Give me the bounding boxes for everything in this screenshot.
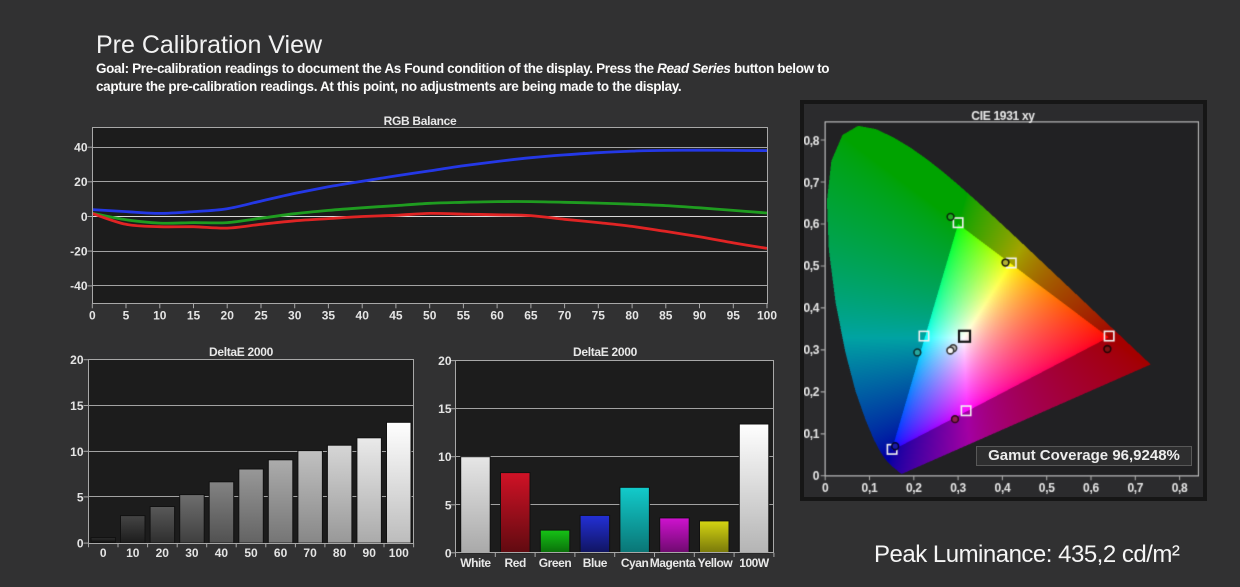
svg-text:50: 50	[423, 309, 437, 323]
svg-text:RGB Balance: RGB Balance	[384, 114, 457, 128]
svg-text:Red: Red	[505, 556, 526, 570]
svg-text:20: 20	[438, 354, 452, 368]
svg-text:30: 30	[288, 309, 302, 323]
svg-text:20: 20	[70, 353, 84, 367]
svg-text:Yellow: Yellow	[698, 556, 734, 570]
svg-text:-20: -20	[70, 244, 88, 258]
svg-text:35: 35	[322, 309, 336, 323]
svg-text:-40: -40	[70, 279, 88, 293]
svg-text:100: 100	[389, 546, 409, 560]
svg-text:20: 20	[74, 175, 88, 189]
svg-text:White: White	[460, 556, 491, 570]
svg-text:20: 20	[221, 309, 235, 323]
svg-text:0: 0	[77, 537, 84, 551]
svg-text:0: 0	[89, 309, 96, 323]
svg-text:75: 75	[592, 309, 606, 323]
svg-text:15: 15	[438, 402, 452, 416]
svg-text:85: 85	[659, 309, 673, 323]
svg-text:DeltaE 2000: DeltaE 2000	[573, 345, 638, 359]
svg-text:15: 15	[187, 309, 201, 323]
svg-text:40: 40	[215, 546, 229, 560]
svg-text:50: 50	[244, 546, 258, 560]
svg-text:Green: Green	[539, 556, 572, 570]
svg-text:40: 40	[356, 309, 370, 323]
svg-text:55: 55	[457, 309, 471, 323]
svg-text:Blue: Blue	[583, 556, 608, 570]
svg-text:30: 30	[185, 546, 199, 560]
svg-text:25: 25	[254, 309, 268, 323]
svg-text:5: 5	[445, 498, 452, 512]
svg-text:80: 80	[333, 546, 347, 560]
svg-text:Cyan: Cyan	[621, 556, 649, 570]
svg-text:10: 10	[126, 546, 140, 560]
svg-text:10: 10	[438, 450, 452, 464]
svg-text:90: 90	[363, 546, 377, 560]
svg-text:80: 80	[625, 309, 639, 323]
svg-text:10: 10	[153, 309, 167, 323]
svg-text:100: 100	[757, 309, 777, 323]
svg-text:10: 10	[70, 445, 84, 459]
svg-text:95: 95	[727, 309, 741, 323]
svg-text:0: 0	[445, 546, 452, 560]
svg-text:Magenta: Magenta	[650, 556, 696, 570]
svg-text:100W: 100W	[739, 556, 770, 570]
svg-text:0: 0	[100, 546, 107, 560]
svg-text:60: 60	[490, 309, 504, 323]
svg-text:70: 70	[303, 546, 317, 560]
svg-text:20: 20	[156, 546, 170, 560]
svg-text:70: 70	[558, 309, 572, 323]
svg-text:45: 45	[389, 309, 403, 323]
svg-text:60: 60	[274, 546, 288, 560]
svg-text:5: 5	[77, 490, 84, 504]
svg-text:0: 0	[81, 210, 88, 224]
svg-text:90: 90	[693, 309, 707, 323]
svg-text:65: 65	[524, 309, 538, 323]
svg-text:40: 40	[74, 141, 88, 155]
svg-text:15: 15	[70, 399, 84, 413]
svg-text:5: 5	[123, 309, 130, 323]
svg-text:DeltaE 2000: DeltaE 2000	[209, 345, 274, 359]
